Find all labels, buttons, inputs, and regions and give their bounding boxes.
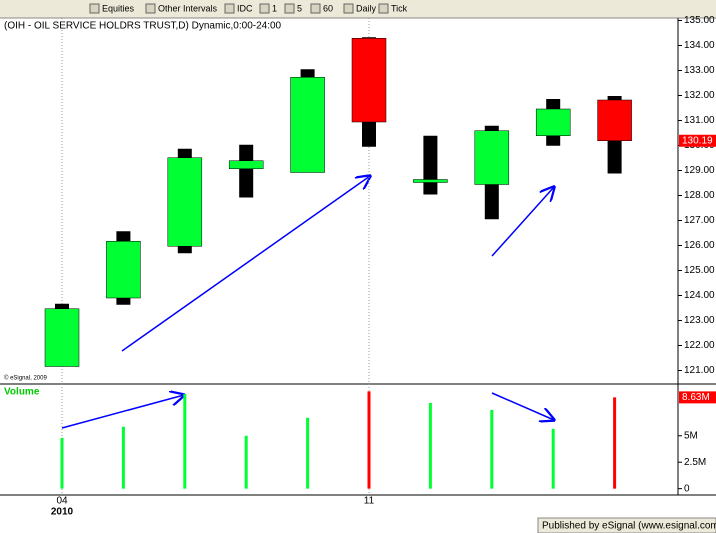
candle-body — [106, 241, 141, 299]
toolbar-item[interactable]: Tick — [391, 3, 408, 13]
volume-bar — [183, 393, 187, 489]
chart-title: (OIH - OIL SERVICE HOLDRS TRUST,D) Dynam… — [4, 21, 282, 32]
candle-body — [167, 157, 203, 247]
toolbar-icon — [310, 3, 321, 14]
toolbar — [0, 0, 716, 18]
y-tick-label: 133.00 — [684, 65, 715, 76]
volume-bar — [306, 417, 310, 489]
candle-body — [535, 108, 571, 136]
y-tick-label: 5M — [684, 430, 698, 441]
footer: Published by eSignal (www.esignal.com) — [542, 521, 716, 532]
y-tick-label: 2.5M — [684, 457, 706, 468]
y-tick-label: 0 — [684, 483, 690, 494]
wick — [423, 135, 438, 195]
candle-body — [413, 179, 448, 183]
y-tick-label: 126.00 — [684, 240, 715, 251]
wick — [239, 144, 254, 198]
volume-bar — [551, 428, 555, 489]
toolbar-icon — [343, 3, 354, 14]
toolbar-icon — [259, 3, 270, 14]
arrow — [491, 187, 554, 257]
y-tick-label: 134.00 — [684, 40, 715, 51]
y-tick-label: 127.00 — [684, 215, 715, 226]
x-tick-label: 04 — [56, 496, 68, 507]
volume-bar — [121, 426, 125, 489]
last-price-box — [679, 134, 716, 147]
toolbar-icon — [284, 3, 295, 14]
y-tick-label: 123.00 — [684, 315, 715, 326]
toolbar-icon — [89, 3, 100, 14]
toolbar-item[interactable]: 60 — [323, 3, 333, 13]
candle-body — [44, 308, 80, 367]
last-volume-label: 8.63M — [682, 392, 710, 403]
last-price-label: 130.19 — [682, 135, 713, 146]
volume-bar — [490, 409, 494, 489]
y-tick-label: 122.00 — [684, 340, 715, 351]
year-label: 2010 — [51, 507, 74, 518]
y-tick-label: 135.00 — [684, 15, 715, 26]
volume-bar — [428, 402, 432, 489]
y-tick-label: 128.00 — [684, 190, 715, 201]
y-tick-label: 129.00 — [684, 165, 715, 176]
x-tick-label: 11 — [364, 496, 375, 507]
arrow — [61, 395, 184, 429]
y-tick-label: 124.00 — [684, 290, 715, 301]
toolbar-icon — [224, 3, 235, 14]
candle-body — [351, 38, 387, 123]
y-tick-label: 121.00 — [684, 365, 715, 376]
arrow — [121, 176, 370, 352]
arrow — [491, 392, 554, 420]
toolbar-item[interactable]: Equities — [102, 3, 135, 13]
volume-bar — [60, 437, 64, 489]
last-volume-box — [679, 391, 716, 404]
candle-body — [228, 160, 264, 169]
toolbar-item[interactable]: IDC — [237, 3, 253, 13]
volume-bar — [613, 397, 617, 489]
volume-label: Volume — [4, 387, 40, 398]
volume-bar — [367, 391, 371, 489]
toolbar-item[interactable]: Daily — [356, 3, 377, 13]
y-tick-label: 132.00 — [684, 90, 715, 101]
toolbar-item[interactable]: 1 — [272, 3, 277, 13]
footer-box — [537, 517, 716, 533]
toolbar-icon — [378, 3, 389, 14]
candle-body — [474, 130, 510, 185]
toolbar-item[interactable]: Other Intervals — [158, 3, 218, 13]
y-tick-label: 125.00 — [684, 265, 715, 276]
toolbar-item[interactable]: 5 — [297, 3, 302, 13]
candle-body — [597, 99, 632, 141]
volume-bar — [244, 435, 248, 489]
copyright: © eSignal, 2009 — [4, 375, 47, 382]
y-tick-label: 131.00 — [684, 115, 715, 126]
candle-body — [290, 77, 325, 173]
toolbar-icon — [145, 3, 156, 14]
annotations — [61, 176, 554, 429]
